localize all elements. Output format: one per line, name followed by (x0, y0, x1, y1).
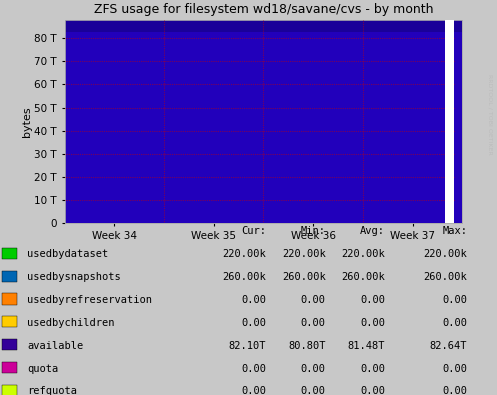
Text: 260.00k: 260.00k (341, 272, 385, 282)
Text: available: available (27, 340, 83, 351)
Title: ZFS usage for filesystem wd18/savane/cvs - by month: ZFS usage for filesystem wd18/savane/cvs… (93, 3, 433, 16)
Text: 220.00k: 220.00k (282, 249, 326, 259)
Text: Min:: Min: (301, 226, 326, 236)
Text: 0.00: 0.00 (301, 295, 326, 305)
Text: 220.00k: 220.00k (222, 249, 266, 259)
Text: 0.00: 0.00 (301, 318, 326, 328)
Text: 0.00: 0.00 (301, 386, 326, 395)
Text: 0.00: 0.00 (360, 386, 385, 395)
Text: 220.00k: 220.00k (423, 249, 467, 259)
Text: usedbydataset: usedbydataset (27, 249, 108, 259)
Text: quota: quota (27, 363, 59, 374)
Text: 0.00: 0.00 (442, 386, 467, 395)
Text: 0.00: 0.00 (360, 295, 385, 305)
Text: 260.00k: 260.00k (222, 272, 266, 282)
Text: 0.00: 0.00 (360, 363, 385, 374)
Y-axis label: bytes: bytes (21, 106, 32, 137)
Text: 0.00: 0.00 (360, 318, 385, 328)
Text: Avg:: Avg: (360, 226, 385, 236)
Text: 0.00: 0.00 (442, 318, 467, 328)
Text: 82.10T: 82.10T (229, 340, 266, 351)
Text: 0.00: 0.00 (241, 386, 266, 395)
Text: refquota: refquota (27, 386, 78, 395)
Text: 0.00: 0.00 (241, 363, 266, 374)
Text: 260.00k: 260.00k (282, 272, 326, 282)
Text: Cur:: Cur: (241, 226, 266, 236)
Text: usedbysnapshots: usedbysnapshots (27, 272, 121, 282)
Text: 0.00: 0.00 (241, 318, 266, 328)
Text: 80.80T: 80.80T (288, 340, 326, 351)
Text: 82.64T: 82.64T (430, 340, 467, 351)
Text: usedbyrefreservation: usedbyrefreservation (27, 295, 153, 305)
Text: Max:: Max: (442, 226, 467, 236)
Text: 0.00: 0.00 (301, 363, 326, 374)
Text: 81.48T: 81.48T (348, 340, 385, 351)
Text: 260.00k: 260.00k (423, 272, 467, 282)
Text: 0.00: 0.00 (442, 295, 467, 305)
Text: RRDTOOL / TOBI OETIKER: RRDTOOL / TOBI OETIKER (487, 74, 492, 155)
Text: 0.00: 0.00 (442, 363, 467, 374)
Text: 220.00k: 220.00k (341, 249, 385, 259)
Text: usedbychildren: usedbychildren (27, 318, 115, 328)
Text: 0.00: 0.00 (241, 295, 266, 305)
